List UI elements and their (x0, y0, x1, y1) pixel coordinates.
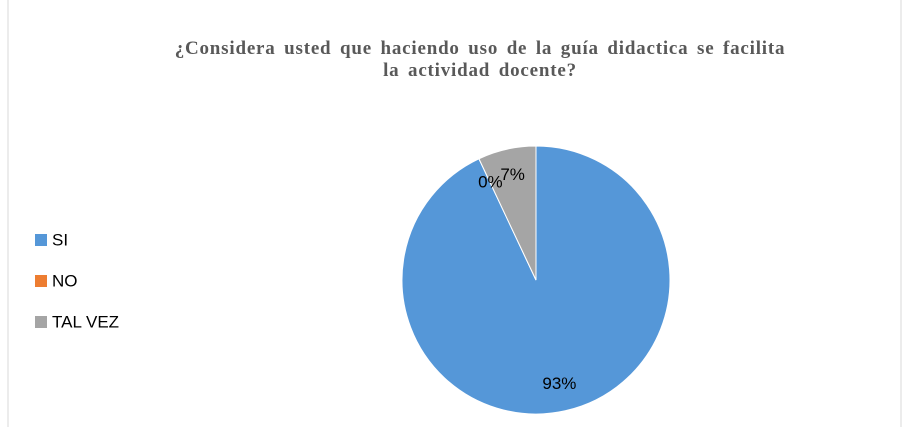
legend-label: NO (52, 271, 78, 290)
data-label: 7% (500, 165, 525, 184)
legend-swatch (35, 316, 47, 328)
chart-border (7, 0, 902, 427)
chart-title: ¿Considera usted que haciendo uso de la … (174, 38, 786, 81)
legend-swatch (35, 275, 47, 287)
legend-swatch (35, 234, 47, 246)
legend-label: SI (52, 230, 68, 249)
data-label: 93% (542, 374, 576, 393)
legend-label: TAL VEZ (52, 312, 119, 331)
data-label: 0% (478, 172, 503, 191)
pie-slice (478, 145, 537, 281)
